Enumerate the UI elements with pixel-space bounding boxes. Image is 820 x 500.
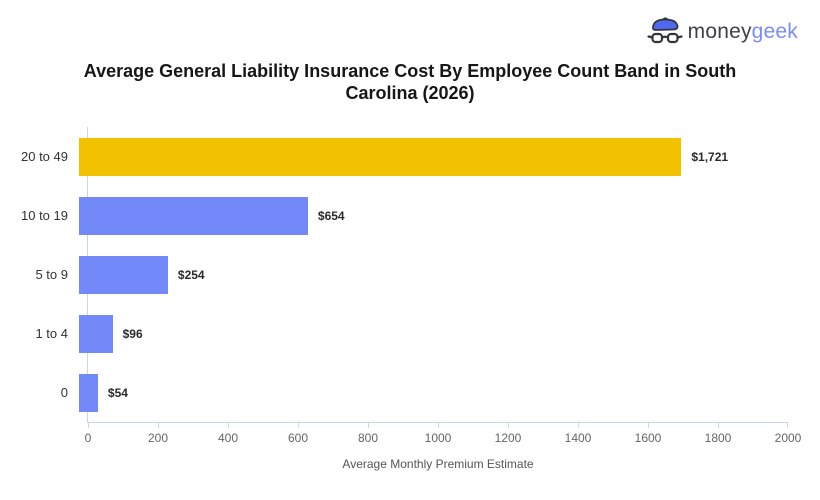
value-label: $96 bbox=[122, 326, 143, 341]
moneygeek-logo[interactable]: moneygeek bbox=[647, 16, 798, 47]
chart-title: Average General Liability Insurance Cost… bbox=[83, 61, 737, 103]
x-axis-tick-label: 2000 bbox=[774, 431, 802, 445]
chart-row: 1 to 4 $96 bbox=[0, 304, 778, 363]
x-axis-ticks: 0 200 400 600 800 1000 1200 1400 1600 1800 2000 bbox=[84, 422, 801, 452]
x-axis-tick-label: 1000 bbox=[424, 431, 452, 445]
logo-word-geek: geek bbox=[751, 20, 798, 43]
chart-row: 10 to 19 $654 bbox=[0, 186, 778, 245]
x-axis-tick bbox=[438, 423, 439, 428]
moneygeek-mascot-icon bbox=[647, 16, 683, 47]
x-axis-tick bbox=[508, 423, 509, 428]
value-label: $254 bbox=[177, 267, 205, 282]
category-label: 1 to 4 bbox=[35, 326, 68, 341]
bar-track: $254 bbox=[78, 255, 778, 294]
chart-rows: 20 to 49 $1,721 10 to 19 $654 5 to 9 $254 1 to… bbox=[0, 127, 778, 422]
x-axis-tick bbox=[298, 423, 299, 428]
x-axis-tick bbox=[578, 423, 579, 428]
x-axis-tick-label: 1800 bbox=[704, 431, 732, 445]
bar-track: $654 bbox=[78, 196, 778, 235]
category-label: 20 to 49 bbox=[21, 149, 68, 164]
x-axis-tick-label: 400 bbox=[217, 431, 239, 445]
x-axis-tick bbox=[368, 423, 369, 428]
x-axis-tick-label: 200 bbox=[147, 431, 169, 445]
x-axis-tick-label: 600 bbox=[287, 431, 309, 445]
x-axis-tick bbox=[158, 423, 159, 428]
value-label: $54 bbox=[107, 385, 128, 400]
x-axis-tick bbox=[787, 423, 788, 428]
bar-track: $54 bbox=[78, 373, 778, 412]
x-axis-tick bbox=[648, 423, 649, 428]
x-axis-title: Average Monthly Premium Estimate bbox=[342, 457, 534, 471]
bar bbox=[79, 255, 168, 294]
bar-track: $96 bbox=[78, 314, 778, 353]
x-axis-tick-label: 800 bbox=[357, 431, 379, 445]
bar bbox=[79, 373, 98, 412]
x-axis-tick-label: 1400 bbox=[564, 431, 592, 445]
bar bbox=[79, 137, 682, 176]
bar-chart: 20 to 49 $1,721 10 to 19 $654 5 to 9 $254 1 to… bbox=[0, 127, 820, 487]
value-label: $1,721 bbox=[691, 149, 729, 164]
chart-row: 20 to 49 $1,721 bbox=[0, 127, 778, 186]
value-label: $654 bbox=[317, 208, 345, 223]
x-axis-tick bbox=[228, 423, 229, 428]
x-axis-tick bbox=[88, 423, 89, 428]
x-axis-tick-label: 0 bbox=[84, 431, 92, 445]
x-axis-tick-label: 1200 bbox=[494, 431, 522, 445]
logo-wordmark: moneygeek bbox=[688, 21, 798, 42]
category-label: 5 to 9 bbox=[35, 267, 68, 282]
chart-row: 0 $54 bbox=[0, 363, 778, 422]
logo-word-money: money bbox=[687, 20, 752, 43]
category-label: 10 to 19 bbox=[21, 208, 68, 223]
bar-track: $1,721 bbox=[78, 137, 778, 176]
x-axis-tick bbox=[718, 423, 719, 428]
x-axis-tick-label: 1600 bbox=[634, 431, 662, 445]
bar bbox=[79, 314, 113, 353]
chart-row: 5 to 9 $254 bbox=[0, 245, 778, 304]
bar bbox=[79, 196, 308, 235]
category-label: 0 bbox=[60, 385, 68, 400]
x-axis-line bbox=[88, 422, 788, 423]
